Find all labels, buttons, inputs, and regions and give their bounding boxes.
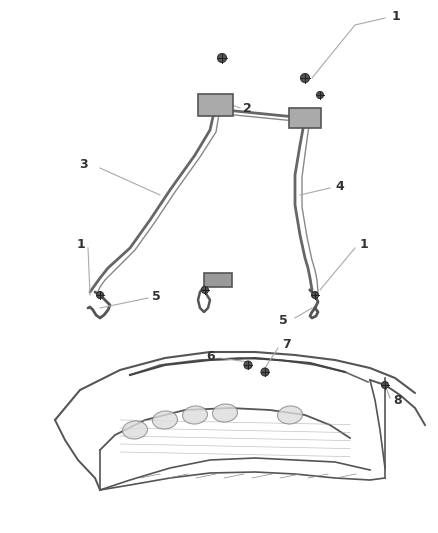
Ellipse shape xyxy=(183,406,208,424)
Text: 1: 1 xyxy=(392,10,401,22)
Circle shape xyxy=(261,368,269,376)
Text: 1: 1 xyxy=(76,238,85,252)
Circle shape xyxy=(201,287,208,294)
Ellipse shape xyxy=(278,406,303,424)
Circle shape xyxy=(244,361,252,369)
Circle shape xyxy=(311,292,318,298)
Bar xyxy=(204,273,232,287)
Bar xyxy=(198,94,233,116)
Text: 4: 4 xyxy=(335,180,344,192)
Circle shape xyxy=(96,292,103,298)
Ellipse shape xyxy=(152,411,177,429)
Text: 6: 6 xyxy=(206,350,215,362)
Circle shape xyxy=(300,74,310,83)
Text: 7: 7 xyxy=(282,338,291,351)
Text: 5: 5 xyxy=(152,289,161,303)
Circle shape xyxy=(218,53,226,62)
Bar xyxy=(289,108,321,128)
Ellipse shape xyxy=(212,404,237,422)
Ellipse shape xyxy=(123,421,148,439)
Circle shape xyxy=(317,92,324,99)
Text: 1: 1 xyxy=(360,238,369,252)
Text: 3: 3 xyxy=(79,158,88,172)
Text: 8: 8 xyxy=(393,393,402,407)
Circle shape xyxy=(381,382,389,389)
Text: 5: 5 xyxy=(279,313,288,327)
Text: 2: 2 xyxy=(243,101,252,115)
